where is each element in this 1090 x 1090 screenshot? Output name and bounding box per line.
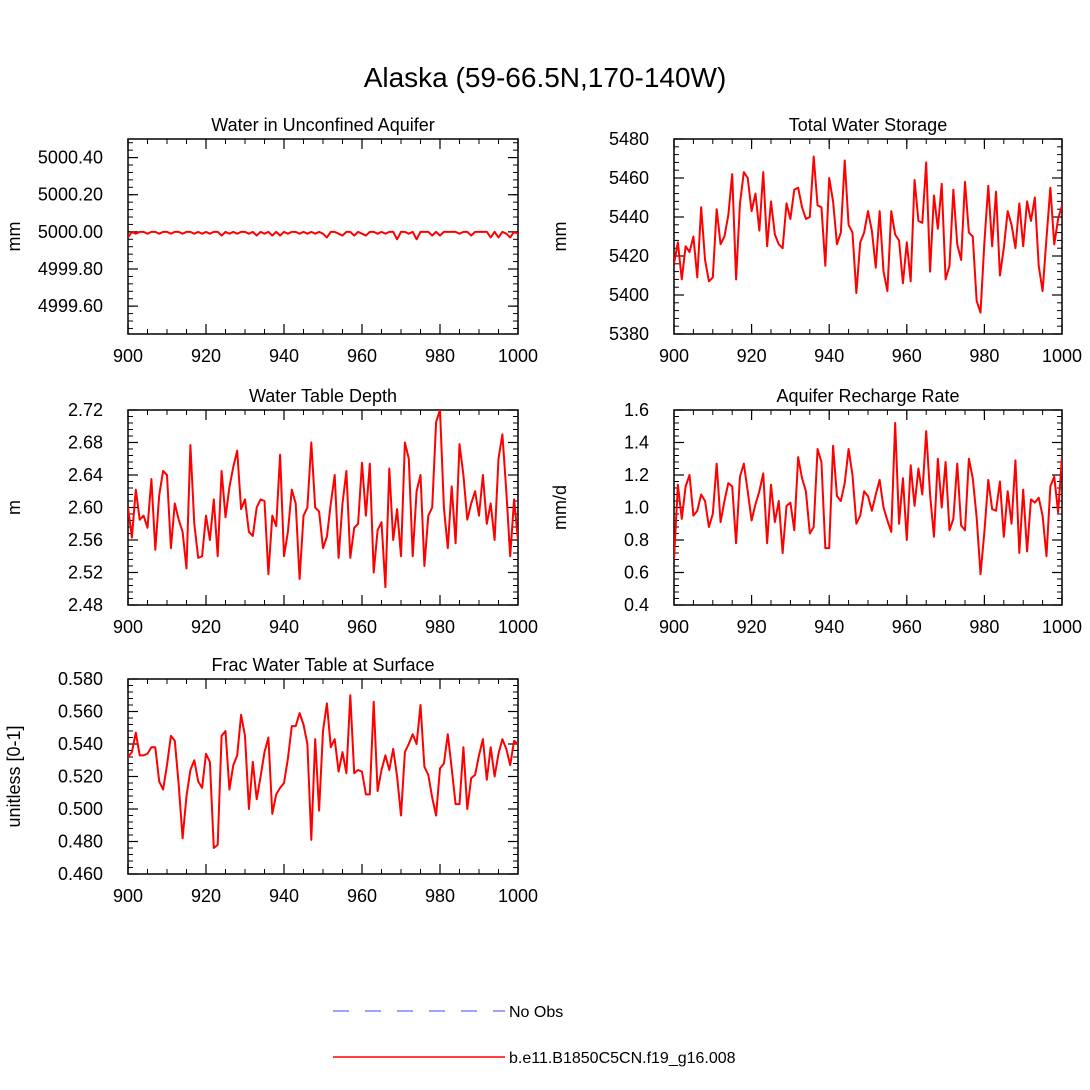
y-tick-label: 5400 xyxy=(609,285,649,305)
y-tick-label: 0.500 xyxy=(58,799,103,819)
y-tick-label: 5440 xyxy=(609,207,649,227)
chart-panel-3: Water Table Depth m 900 920 940 960 980 1000 2.4… xyxy=(4,386,538,637)
y-tick-label: 1.6 xyxy=(624,400,649,420)
x-tick-label: 1000 xyxy=(498,346,538,366)
y-tick-label: 2.48 xyxy=(68,595,103,615)
legend-label-no-obs: No Obs xyxy=(509,1004,563,1021)
x-tick-label: 940 xyxy=(269,886,299,906)
x-tick-label: 920 xyxy=(191,346,221,366)
y-tick-label: 5420 xyxy=(609,246,649,266)
plot-frame xyxy=(127,409,519,606)
x-tick-label: 900 xyxy=(113,886,143,906)
y-tick-label: 2.52 xyxy=(68,563,103,583)
y-tick-label: 1.2 xyxy=(624,465,649,485)
y-axis-label: mm/d xyxy=(550,485,570,530)
x-tick-label: 940 xyxy=(814,617,844,637)
chart-panel-5: Frac Water Table at Surface unitless [0-1… xyxy=(4,655,538,906)
y-axis-label: m xyxy=(4,500,24,515)
y-tick-label: 5000.00 xyxy=(38,222,103,242)
x-tick-label: 940 xyxy=(269,617,299,637)
y-tick-label: 0.8 xyxy=(624,530,649,550)
x-tick-label: 940 xyxy=(269,346,299,366)
plot-frame xyxy=(127,138,519,335)
x-tick-label: 960 xyxy=(347,617,377,637)
y-tick-label: 0.4 xyxy=(624,595,649,615)
legend: No Obs b.e11.B1850C5CN.f19_g16.008 xyxy=(333,1004,736,1067)
y-axis-label: mm xyxy=(4,222,24,252)
x-tick-label: 900 xyxy=(113,346,143,366)
y-tick-label: 2.68 xyxy=(68,433,103,453)
chart-title: Water in Unconfined Aquifer xyxy=(211,115,434,135)
y-tick-label: 4999.80 xyxy=(38,259,103,279)
figure-title: Alaska (59-66.5N,170-140W) xyxy=(364,62,727,93)
y-tick-label: 5000.40 xyxy=(38,148,103,168)
y-tick-label: 0.460 xyxy=(58,864,103,884)
chart-title: Frac Water Table at Surface xyxy=(211,655,434,675)
y-tick-label: 2.64 xyxy=(68,465,103,485)
x-tick-label: 1000 xyxy=(498,617,538,637)
y-tick-label: 5460 xyxy=(609,168,649,188)
y-tick-label: 2.60 xyxy=(68,498,103,518)
y-tick-label: 1.0 xyxy=(624,498,649,518)
y-tick-label: 5000.20 xyxy=(38,185,103,205)
x-tick-label: 980 xyxy=(425,346,455,366)
chart-panel-2: Total Water Storage mm 900 920 940 960 980 1000… xyxy=(550,115,1082,366)
x-tick-label: 980 xyxy=(969,617,999,637)
x-tick-label: 960 xyxy=(892,617,922,637)
y-axis-label: unitless [0-1] xyxy=(4,725,24,827)
panels: Water in Unconfined Aquifer mm 900 920 940 96… xyxy=(4,115,1082,906)
y-tick-label: 0.540 xyxy=(58,734,103,754)
y-tick-label: 0.580 xyxy=(58,669,103,689)
x-tick-label: 960 xyxy=(892,346,922,366)
y-tick-label: 2.72 xyxy=(68,400,103,420)
series-line-1 xyxy=(674,155,1062,314)
x-tick-label: 1000 xyxy=(1042,617,1082,637)
x-tick-label: 960 xyxy=(347,346,377,366)
x-tick-label: 920 xyxy=(737,346,767,366)
x-tick-label: 920 xyxy=(191,617,221,637)
series-line-1 xyxy=(674,422,1062,576)
y-tick-label: 0.480 xyxy=(58,832,103,852)
y-tick-label: 2.56 xyxy=(68,530,103,550)
y-axis-label: mm xyxy=(550,222,570,252)
chart-title: Water Table Depth xyxy=(249,386,397,406)
y-tick-label: 0.6 xyxy=(624,563,649,583)
chart-title: Aquifer Recharge Rate xyxy=(776,386,959,406)
y-tick-label: 4999.60 xyxy=(38,296,103,316)
x-tick-label: 980 xyxy=(969,346,999,366)
chart-title: Total Water Storage xyxy=(789,115,947,135)
plot-frame xyxy=(673,138,1063,335)
x-tick-label: 900 xyxy=(113,617,143,637)
x-tick-label: 980 xyxy=(425,886,455,906)
x-tick-label: 1000 xyxy=(498,886,538,906)
plot-frame xyxy=(127,678,519,875)
y-tick-label: 1.4 xyxy=(624,433,649,453)
chart-panel-1: Water in Unconfined Aquifer mm 900 920 940 96… xyxy=(4,115,538,366)
x-tick-label: 1000 xyxy=(1042,346,1082,366)
y-tick-label: 5380 xyxy=(609,324,649,344)
x-tick-label: 900 xyxy=(659,346,689,366)
plot-frame xyxy=(673,409,1063,606)
x-tick-label: 900 xyxy=(659,617,689,637)
y-tick-label: 0.560 xyxy=(58,702,103,722)
x-tick-label: 940 xyxy=(814,346,844,366)
series-line-1 xyxy=(128,230,518,241)
x-tick-label: 960 xyxy=(347,886,377,906)
y-tick-label: 0.520 xyxy=(58,767,103,787)
series-line-1 xyxy=(128,410,518,589)
x-tick-label: 980 xyxy=(425,617,455,637)
chart-panel-4: Aquifer Recharge Rate mm/d 900 920 940 960 980… xyxy=(550,386,1082,637)
x-tick-label: 920 xyxy=(737,617,767,637)
legend-label-model: b.e11.B1850C5CN.f19_g16.008 xyxy=(509,1050,736,1067)
x-tick-label: 920 xyxy=(191,886,221,906)
y-tick-label: 5480 xyxy=(609,129,649,149)
series-line-1 xyxy=(128,694,518,849)
